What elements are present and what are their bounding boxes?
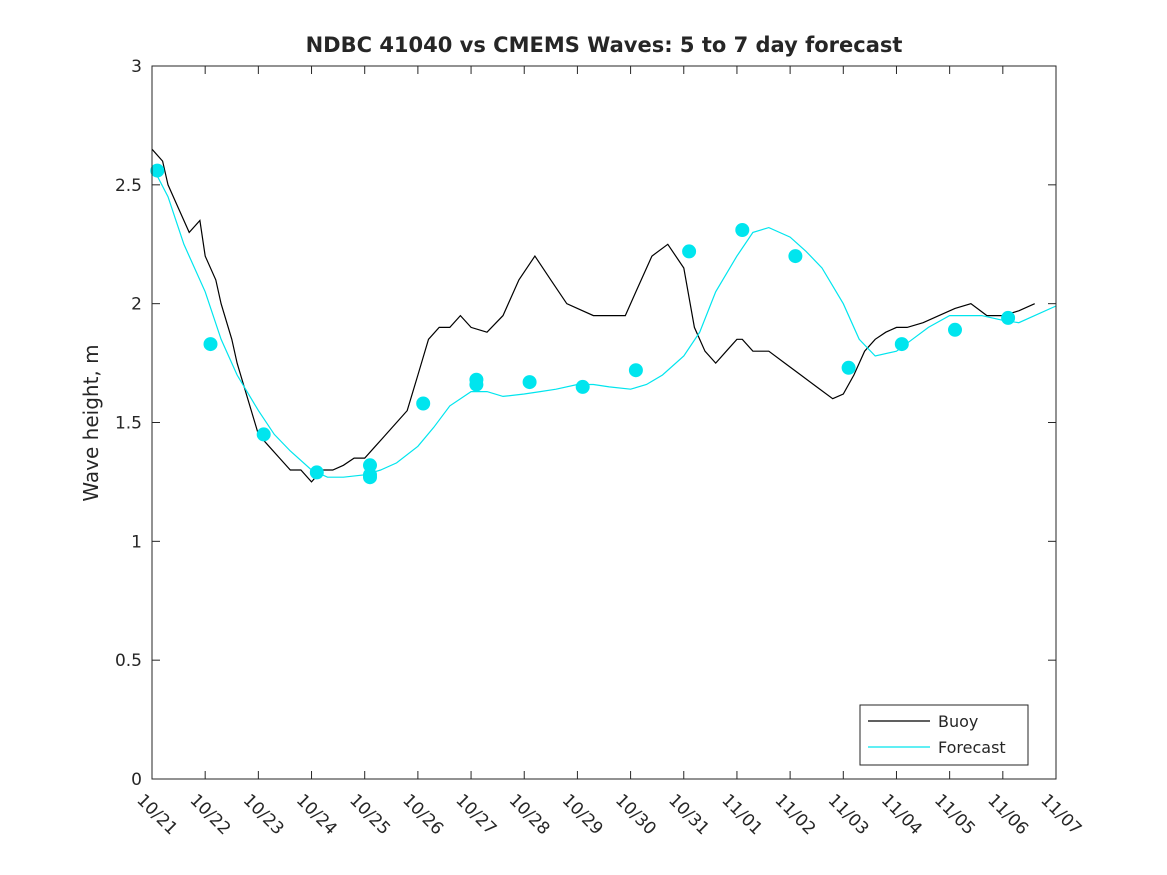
y-tick-label: 1.5 bbox=[115, 414, 142, 434]
forecast-marker bbox=[575, 379, 590, 394]
chart-title: NDBC 41040 vs CMEMS Waves: 5 to 7 day fo… bbox=[306, 33, 903, 57]
forecast-marker bbox=[682, 244, 697, 259]
forecast-marker bbox=[416, 396, 431, 411]
forecast-marker bbox=[363, 467, 377, 482]
forecast-marker bbox=[256, 427, 271, 442]
legend-forecast-label: Forecast bbox=[938, 738, 1006, 757]
y-tick-label: 1 bbox=[131, 532, 142, 552]
legend-buoy-label: Buoy bbox=[938, 712, 978, 731]
forecast-marker bbox=[788, 249, 803, 264]
forecast-marker bbox=[841, 360, 856, 375]
forecast-marker bbox=[469, 377, 484, 392]
plot-area bbox=[150, 148, 1057, 485]
y-tick-label: 0.5 bbox=[115, 651, 142, 671]
forecast-marker bbox=[309, 465, 324, 480]
y-tick-label: 2.5 bbox=[115, 176, 142, 196]
legend: Buoy Forecast bbox=[859, 704, 1029, 766]
forecast-marker bbox=[203, 337, 218, 352]
legend-box bbox=[859, 704, 1029, 766]
y-tick-label: 2 bbox=[131, 295, 142, 315]
forecast-marker bbox=[522, 375, 537, 390]
forecast-marker bbox=[948, 322, 962, 337]
y-axis-label: Wave height, m bbox=[79, 344, 103, 501]
forecast-marker bbox=[894, 337, 909, 352]
forecast-marker bbox=[628, 363, 643, 378]
y-tick-label: 0 bbox=[131, 770, 142, 790]
forecast-marker bbox=[735, 223, 750, 237]
y-tick-label: 3 bbox=[131, 57, 142, 77]
forecast-marker bbox=[150, 163, 165, 178]
forecast-marker bbox=[1001, 310, 1016, 325]
